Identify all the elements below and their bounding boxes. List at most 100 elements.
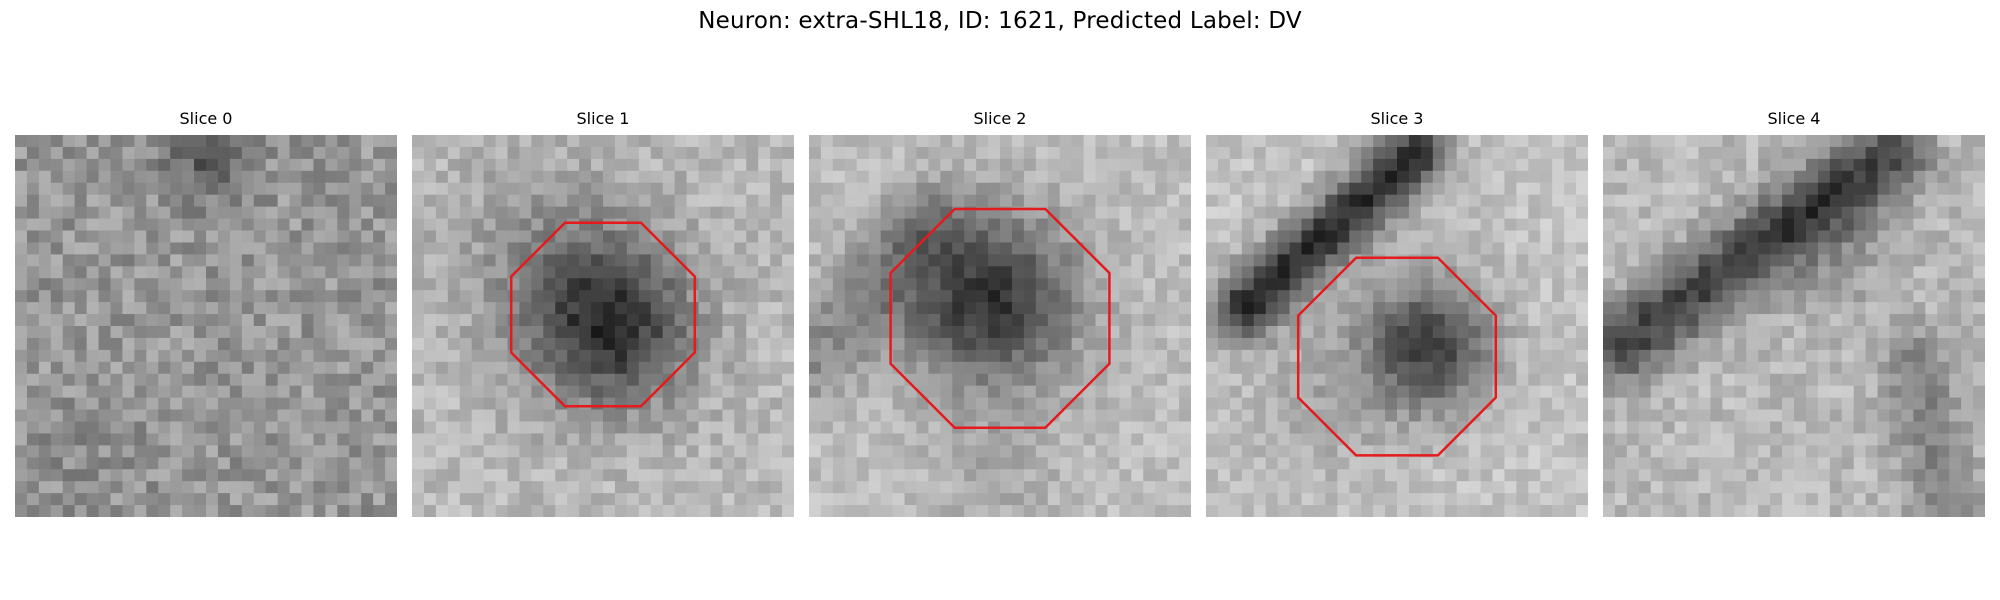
slice-pixel	[1409, 159, 1422, 172]
slice-pixel	[1627, 374, 1640, 387]
slice-pixel	[302, 422, 315, 435]
slice-pixel	[1337, 183, 1350, 196]
slice-pixel	[603, 410, 616, 423]
slice-pixel	[325, 231, 338, 244]
slice-pixel	[373, 410, 386, 423]
slice-pixel	[603, 290, 616, 303]
slice-pixel	[722, 278, 735, 291]
slice-pixel	[821, 350, 834, 363]
slice-pixel	[1266, 433, 1279, 446]
slice-pixel	[1469, 231, 1482, 244]
slice-pixel	[988, 386, 1001, 399]
slice-pixel	[1782, 231, 1795, 244]
slice-pixel	[833, 410, 846, 423]
slice-pixel	[1397, 398, 1410, 411]
slice-pixel	[1206, 231, 1219, 244]
slice-pixel	[75, 135, 88, 148]
slice-pixel	[373, 445, 386, 458]
slice-pixel	[122, 147, 135, 160]
slice-pixel	[1842, 326, 1855, 339]
slice-pixel	[460, 159, 473, 172]
slice-pixel	[158, 231, 171, 244]
slice-pixel	[603, 254, 616, 267]
slice-pixel	[1155, 147, 1168, 160]
slice-pixel	[1218, 278, 1231, 291]
slice-pixel	[1131, 326, 1144, 339]
slice-pixel	[484, 266, 497, 279]
slice-pixel	[1564, 219, 1577, 232]
slice-pixel	[1397, 135, 1410, 148]
slice-pixel	[845, 242, 858, 255]
slice-pixel	[1361, 350, 1374, 363]
slice-pixel	[1651, 386, 1664, 399]
slice-pixel	[833, 398, 846, 411]
slice-pixel	[1901, 290, 1914, 303]
slice-pixel	[1337, 326, 1350, 339]
slice-pixel	[436, 386, 449, 399]
slice-pixel	[1552, 374, 1565, 387]
slice-pixel	[639, 159, 652, 172]
slice-pixel	[758, 171, 771, 184]
slice-pixel	[1552, 457, 1565, 470]
slice-pixel	[687, 374, 700, 387]
slice-pixel	[1675, 445, 1688, 458]
slice-pixel	[1890, 338, 1903, 351]
slice-pixel	[1854, 338, 1867, 351]
slice-pixel	[146, 422, 159, 435]
slice-pixel	[1012, 314, 1025, 327]
slice-pixel	[1397, 219, 1410, 232]
slice-pixel	[302, 445, 315, 458]
slice-pixel	[821, 135, 834, 148]
slice-pixel	[543, 302, 556, 315]
slice-pixel	[543, 219, 556, 232]
slice-pixel	[627, 362, 640, 375]
slice-pixel	[1302, 362, 1315, 375]
slice-pixel	[1627, 445, 1640, 458]
slice-pixel	[15, 362, 28, 375]
slice-pixel	[111, 219, 124, 232]
slice-pixel	[916, 422, 929, 435]
slice-pixel	[15, 302, 28, 315]
slice-pixel	[940, 147, 953, 160]
slice-pixel	[1012, 195, 1025, 208]
slice-pixel	[1758, 231, 1771, 244]
slice-pixel	[1119, 326, 1132, 339]
slice-pixel	[1528, 445, 1541, 458]
slice-pixel	[1913, 242, 1926, 255]
slice-pixel	[1373, 433, 1386, 446]
slice-pixel	[1012, 410, 1025, 423]
slice-pixel	[182, 374, 195, 387]
slice-pixel	[218, 433, 231, 446]
slice-pixel	[1794, 242, 1807, 255]
slice-pixel	[63, 457, 76, 470]
slice-pixel	[337, 219, 350, 232]
slice-pixel	[893, 469, 906, 482]
slice-pixel	[1143, 219, 1156, 232]
slice-pixel	[1167, 195, 1180, 208]
slice-pixel	[1096, 171, 1109, 184]
slice-pixel	[1528, 314, 1541, 327]
slice-pixel	[833, 505, 846, 517]
slice-pixel	[1373, 183, 1386, 196]
slice-pixel	[1675, 314, 1688, 327]
slice-pixel	[869, 266, 882, 279]
slice-pixel	[313, 457, 326, 470]
slice-pixel	[1687, 147, 1700, 160]
slice-pixel	[1842, 219, 1855, 232]
slice-pixel	[1913, 290, 1926, 303]
slice-pixel	[1119, 147, 1132, 160]
slice-pixel	[1179, 374, 1191, 387]
slice-pixel	[1096, 410, 1109, 423]
slice-pixel	[1457, 362, 1470, 375]
slice-pixel	[687, 445, 700, 458]
slice-pixel	[1627, 207, 1640, 220]
slice-pixel	[857, 469, 870, 482]
slice-pixel	[254, 219, 267, 232]
slice-pixel	[1758, 147, 1771, 160]
slice-pixel	[87, 410, 100, 423]
slice-pixel	[1663, 457, 1676, 470]
slice-pixel	[1540, 159, 1553, 172]
slice-pixel	[1254, 338, 1267, 351]
slice-pixel	[1961, 183, 1974, 196]
slice-pixel	[424, 231, 437, 244]
